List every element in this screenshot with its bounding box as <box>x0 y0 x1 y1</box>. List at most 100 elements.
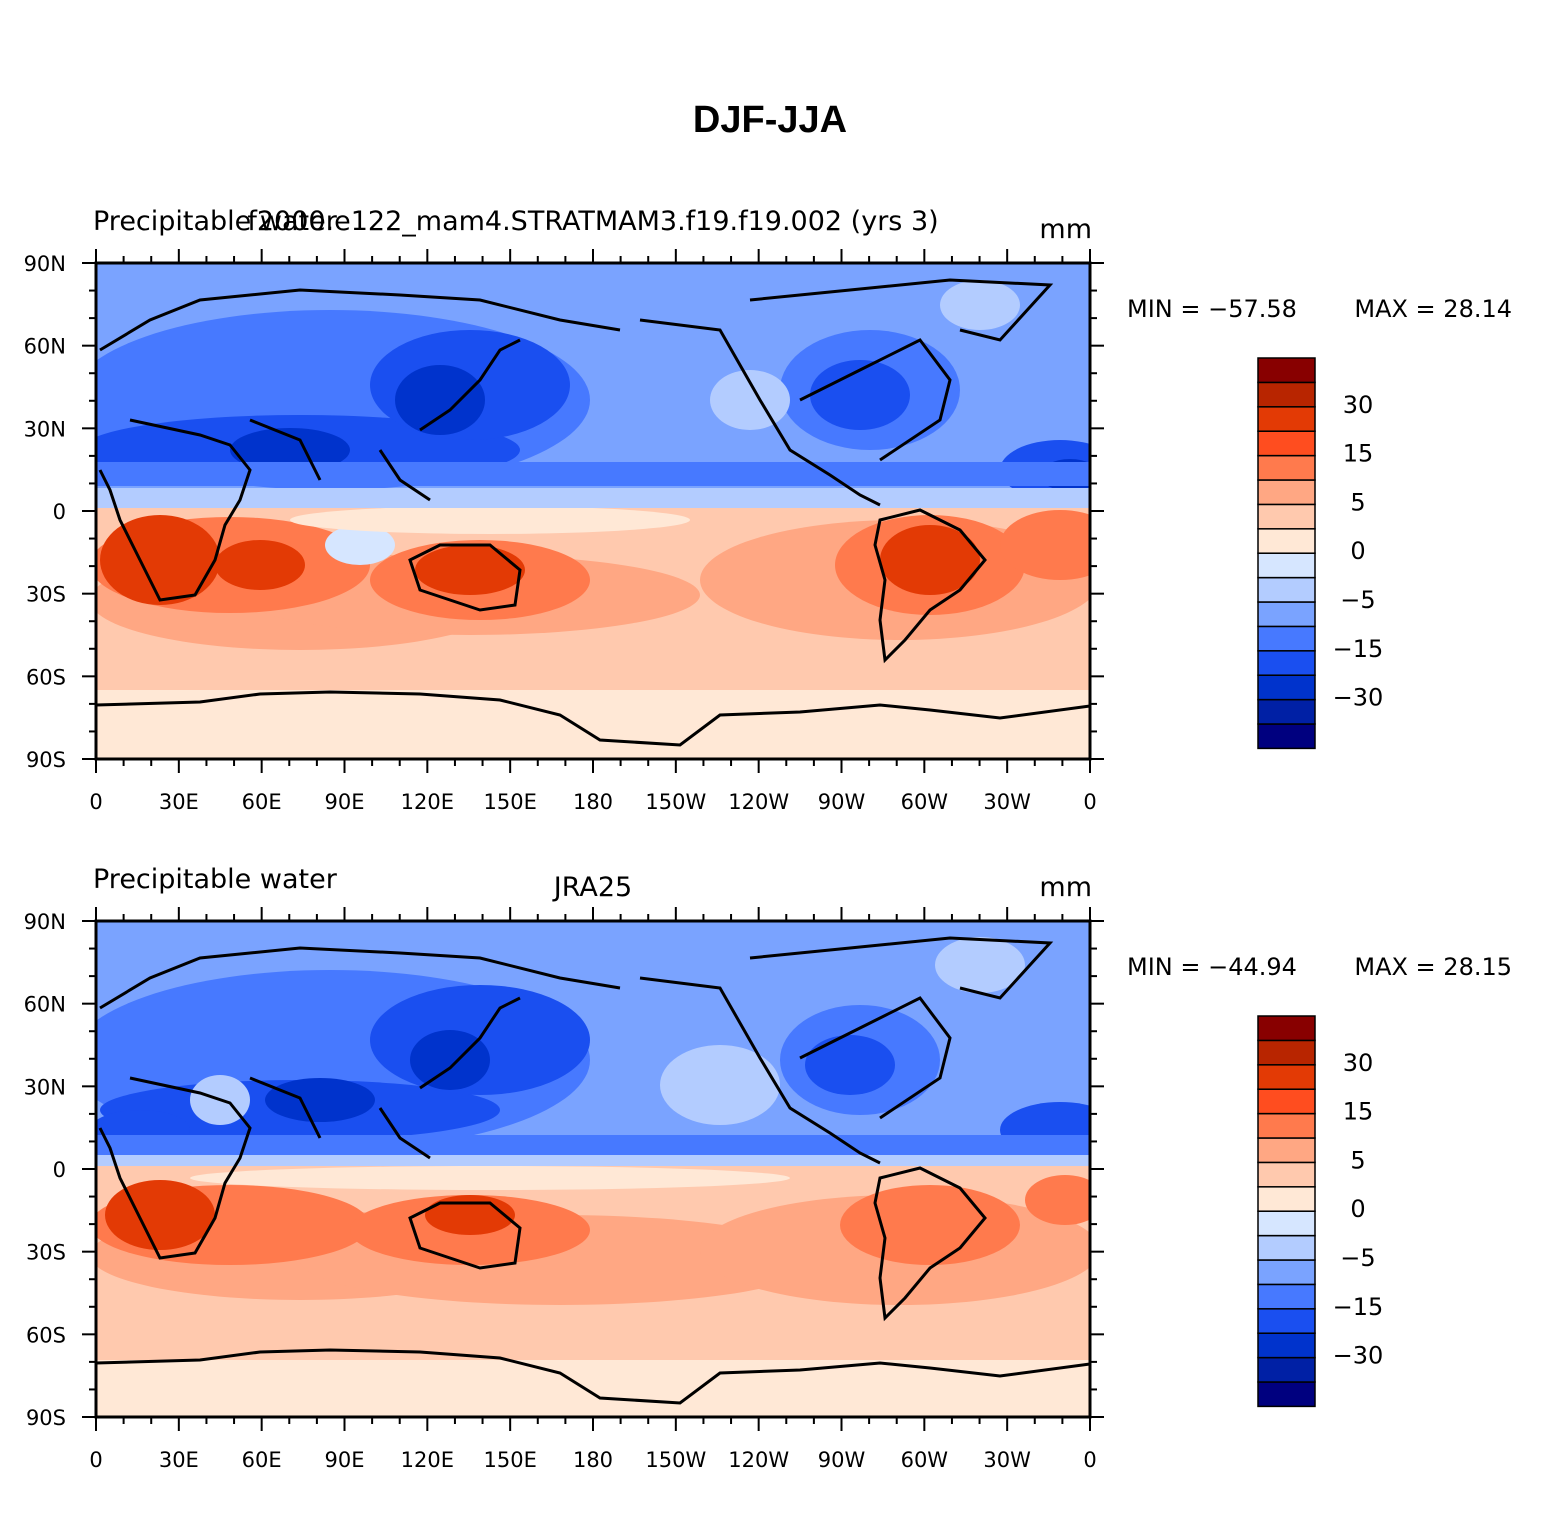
lat-label: 30S <box>26 583 66 607</box>
panel-units-label: mm <box>1039 214 1092 245</box>
lon-label: 120E <box>401 790 454 814</box>
lat-label: 60N <box>24 335 66 359</box>
field-band-antarctic <box>96 690 1090 759</box>
colorbar-box <box>1257 723 1316 750</box>
min-label: MIN = −44.94 <box>1127 953 1297 981</box>
coastline-north-america <box>639 318 952 507</box>
colorbar-box <box>1257 650 1316 676</box>
colorbar-box <box>1257 1308 1316 1334</box>
lon-label: 150W <box>645 1448 706 1472</box>
lat-label: 0 <box>53 1158 66 1182</box>
lon-label: 30W <box>983 790 1031 814</box>
colorbar-box <box>1257 1234 1316 1261</box>
lon-label: 0 <box>1083 1448 1096 1472</box>
lat-label: 90N <box>24 252 66 276</box>
lon-label: 150W <box>645 790 706 814</box>
contour-field <box>96 263 1090 759</box>
colorbar-box <box>1257 1161 1316 1188</box>
panel-center-label: f2000.e122_mam4.STRATMAM3.f19.f19.002 (y… <box>247 206 938 237</box>
colorbar-box <box>1257 381 1316 408</box>
colorbar-label: −5 <box>1340 586 1375 614</box>
lon-label: 30W <box>983 1448 1031 1472</box>
coastline-africa <box>98 1076 252 1260</box>
colorbar-box <box>1257 503 1316 530</box>
lon-label: 120W <box>728 1448 789 1472</box>
lon-label: 90E <box>325 1448 365 1472</box>
lon-label: 90E <box>325 790 365 814</box>
coastline-antarctica <box>96 1348 1090 1405</box>
colorbar-box <box>1257 1259 1316 1286</box>
coastline-south-america <box>873 508 987 664</box>
contour-field <box>96 921 1090 1417</box>
lat-label: 60S <box>26 1323 66 1347</box>
colorbar-label: 30 <box>1343 391 1374 419</box>
colorbar-box <box>1257 1356 1316 1383</box>
lon-label: 90W <box>818 1448 866 1472</box>
colorbar-label: −30 <box>1333 684 1384 712</box>
colorbar-box <box>1257 1039 1316 1066</box>
colorbar-box <box>1257 625 1316 652</box>
colorbar-label: 15 <box>1343 440 1374 468</box>
colorbar-box <box>1257 528 1316 554</box>
colorbar-label: 15 <box>1343 1098 1374 1126</box>
lon-label: 180 <box>573 790 613 814</box>
colorbar-box <box>1257 576 1316 603</box>
coastlines <box>96 936 1090 1405</box>
colorbar-label: 5 <box>1350 488 1365 516</box>
lon-label: 150E <box>483 790 536 814</box>
coastline-north-america <box>639 976 952 1165</box>
colorbar-box <box>1257 479 1316 506</box>
field-band-antarctic <box>96 1360 1090 1417</box>
coastline-africa <box>98 418 252 602</box>
panel-observation: Precipitable water JRA25 mm <box>93 864 1092 1419</box>
lon-label: 0 <box>89 790 102 814</box>
colorbar-label: 5 <box>1350 1146 1365 1174</box>
colorbar-box <box>1257 406 1316 432</box>
coastline-arctic-canada <box>749 936 1054 1000</box>
min-label: MIN = −57.58 <box>1127 295 1297 323</box>
max-label: MAX = 28.15 <box>1354 953 1512 981</box>
lon-label: 30E <box>159 790 199 814</box>
colorbar-box <box>1257 454 1316 481</box>
panel-left-label: Precipitable water <box>93 864 338 895</box>
lat-label: 30N <box>24 1075 66 1099</box>
colorbar-observation: MIN = −44.94 MAX = 28.15 30 15 5 0 −5 −15 −30 <box>1127 953 1512 1408</box>
colorbar-box <box>1257 357 1316 384</box>
lat-label: 30S <box>26 1241 66 1265</box>
colorbar-box <box>1257 1088 1316 1115</box>
colorbar-box <box>1257 1210 1316 1237</box>
colorbar-box <box>1257 1112 1316 1139</box>
lat-label: 0 <box>53 500 66 524</box>
colorbar-label: 0 <box>1350 537 1365 565</box>
lat-label: 60S <box>26 665 66 689</box>
coastline-south-america <box>873 1166 987 1322</box>
lon-label: 120W <box>728 790 789 814</box>
colorbar-box <box>1257 1381 1316 1408</box>
lon-label: 0 <box>1083 790 1096 814</box>
colorbar-model: MIN = −57.58 MAX = 28.14 30 15 5 0 −5 −15 −30 <box>1127 295 1512 750</box>
axes: 90N 60N 30N 0 30S 60S 90S 0 30E 60E 90E 120E 150E 180… <box>24 249 1104 1472</box>
colorbar-box <box>1257 1137 1316 1164</box>
colorbar-label: −30 <box>1333 1342 1384 1370</box>
colorbar-box <box>1257 1283 1316 1310</box>
colorbar-label: −15 <box>1333 1293 1384 1321</box>
colorbar-box <box>1257 674 1316 701</box>
max-label: MAX = 28.14 <box>1354 295 1512 323</box>
colorbar-label: −5 <box>1340 1244 1375 1272</box>
panel-left-label: Precipitable water <box>93 206 338 237</box>
lat-label: 60N <box>24 993 66 1017</box>
lon-label: 30E <box>159 1448 199 1472</box>
colorbar-label: 0 <box>1350 1195 1365 1223</box>
lon-label: 90W <box>818 790 866 814</box>
coastline-eurasia <box>99 946 621 1160</box>
coastline-australia <box>408 1201 522 1270</box>
lon-label: 0 <box>89 1448 102 1472</box>
colorbar-box <box>1257 698 1316 725</box>
colorbar-box <box>1257 1186 1316 1212</box>
lat-label: 30N <box>24 417 66 441</box>
colorbar-box <box>1257 1332 1316 1359</box>
panel-model: Precipitable water f2000.e122_mam4.STRAT… <box>93 206 1092 761</box>
colorbar-box <box>1257 601 1316 628</box>
colorbar-label: −15 <box>1333 635 1384 663</box>
